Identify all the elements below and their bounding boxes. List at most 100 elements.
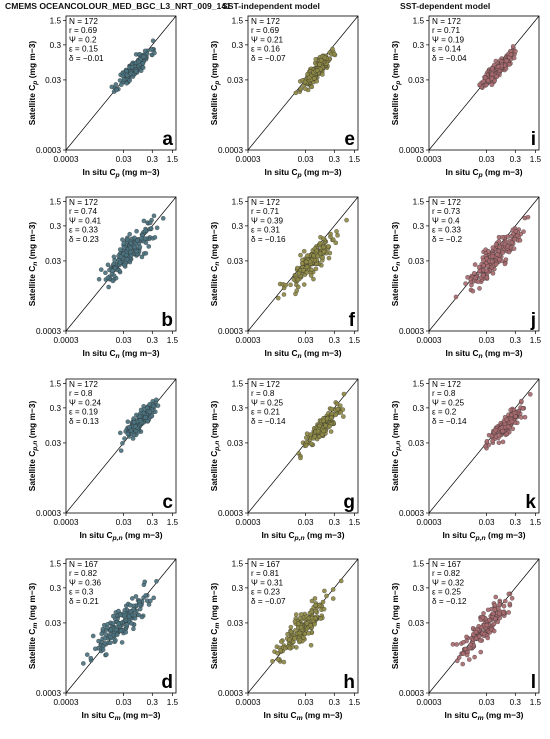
stats-line: δ = −0.14 <box>251 417 286 426</box>
x-tick-label: 1.5 <box>349 518 361 527</box>
data-point <box>296 271 302 276</box>
data-point <box>338 410 343 415</box>
y-tick-label: 0.0003 <box>399 509 424 518</box>
data-point <box>519 398 524 404</box>
stats-line: N = 172 <box>251 198 280 207</box>
data-point <box>127 603 133 608</box>
data-point <box>124 622 130 628</box>
data-point <box>482 75 488 81</box>
column-title-cmems: CMEMS OCEANCOLOUR_MED_BGC_L3_NRT_009_141 <box>5 1 231 11</box>
data-point <box>308 623 313 628</box>
plot-frame <box>428 15 540 151</box>
plot-frame <box>428 558 540 694</box>
data-point <box>312 76 317 81</box>
stats-line: ε = 0.2 <box>432 408 457 417</box>
data-point <box>296 621 301 626</box>
panel-letter: d <box>161 672 173 693</box>
data-point <box>314 248 319 254</box>
data-point <box>481 258 486 263</box>
y-tick-label: 0.3 <box>413 404 425 413</box>
data-point <box>338 578 344 584</box>
y-tick-label: 0.03 <box>408 76 424 85</box>
stats-line: r = 0.69 <box>69 26 97 35</box>
data-point <box>513 414 518 419</box>
x-tick-label: 0.03 <box>116 698 132 707</box>
data-point <box>312 596 318 601</box>
panel-letter: l <box>531 672 536 693</box>
x-tick-label: 0.3 <box>329 698 341 707</box>
y-tick-label: 0.3 <box>413 222 425 231</box>
data-point <box>500 250 506 255</box>
data-point <box>287 645 293 651</box>
x-tick-label: 0.03 <box>298 336 314 345</box>
panel-letter: i <box>531 129 536 150</box>
scatter-plot-j: 0.0003 0.03 0.3 1.5 0.0003 0.03 0.3 1.5 In situ … <box>390 196 542 360</box>
scatter-panel-g: 0.0003 0.03 0.3 1.5 0.0003 0.03 0.3 1.5 In situ … <box>182 375 367 559</box>
data-point <box>105 625 110 630</box>
y-tick-label: 0.3 <box>50 222 62 231</box>
panel-letter: b <box>161 310 173 331</box>
data-point <box>148 226 154 231</box>
data-point <box>124 81 129 86</box>
stats-line: δ = −0.16 <box>251 235 286 244</box>
data-point <box>104 652 109 657</box>
data-point <box>143 251 149 256</box>
data-point <box>493 242 499 247</box>
stats-line: δ = −0.07 <box>251 54 286 63</box>
data-point <box>493 262 499 267</box>
x-tick-label: 1.5 <box>349 155 361 164</box>
data-point <box>301 249 307 254</box>
panel-letter: e <box>344 129 355 150</box>
scatter-points <box>296 391 347 461</box>
stats-line: N = 172 <box>69 380 98 389</box>
x-tick-label: 0.03 <box>298 698 314 707</box>
data-point <box>496 606 501 611</box>
data-point <box>137 244 143 250</box>
data-point <box>154 225 160 231</box>
data-point <box>308 643 314 648</box>
data-point <box>506 249 512 255</box>
x-tick-label: 1.5 <box>530 698 542 707</box>
data-point <box>470 288 476 294</box>
data-point <box>128 245 133 251</box>
data-point <box>461 640 466 645</box>
y-tick-label: 1.5 <box>413 197 425 206</box>
data-point <box>525 214 531 220</box>
data-point <box>152 235 158 240</box>
stats-line: δ = 0.23 <box>69 235 99 244</box>
scatter-panel-j: 0.0003 0.03 0.3 1.5 0.0003 0.03 0.3 1.5 In situ … <box>363 193 548 377</box>
data-point <box>294 612 299 617</box>
scatter-panel-i: 0.0003 0.03 0.3 1.5 0.0003 0.03 0.3 1.5 In situ … <box>363 12 548 196</box>
x-tick-label: 1.5 <box>530 336 542 345</box>
stats-line: N = 167 <box>432 560 461 569</box>
data-point <box>510 44 516 49</box>
x-tick-label: 1.5 <box>167 155 179 164</box>
data-point <box>492 602 498 608</box>
stats-line: r = 0.73 <box>432 207 460 216</box>
data-point <box>301 282 307 287</box>
y-tick-label: 1.5 <box>50 197 62 206</box>
data-point <box>154 579 159 584</box>
data-point <box>324 593 329 599</box>
x-tick-label: 0.3 <box>510 336 522 345</box>
data-point <box>120 237 125 242</box>
data-point <box>113 82 119 87</box>
stats-line: N = 172 <box>251 380 280 389</box>
stats-line: Ψ = 0.39 <box>251 216 284 225</box>
data-point <box>124 257 130 262</box>
data-point <box>111 613 116 619</box>
data-point <box>99 631 104 637</box>
y-tick-label: 0.3 <box>50 404 62 413</box>
scatter-panel-c: 0.0003 0.03 0.3 1.5 0.0003 0.03 0.3 1.5 In situ … <box>0 375 185 559</box>
data-point <box>329 415 334 421</box>
data-point <box>483 268 489 273</box>
y-axis-label: Satellite Cm (mg m−3) <box>390 583 402 670</box>
data-point <box>483 82 489 88</box>
data-point <box>472 271 477 276</box>
y-tick-label: 1.5 <box>50 379 62 388</box>
data-point <box>513 49 518 54</box>
data-point <box>463 281 468 286</box>
data-point <box>301 267 306 273</box>
data-point <box>113 638 118 643</box>
data-point <box>137 414 143 419</box>
